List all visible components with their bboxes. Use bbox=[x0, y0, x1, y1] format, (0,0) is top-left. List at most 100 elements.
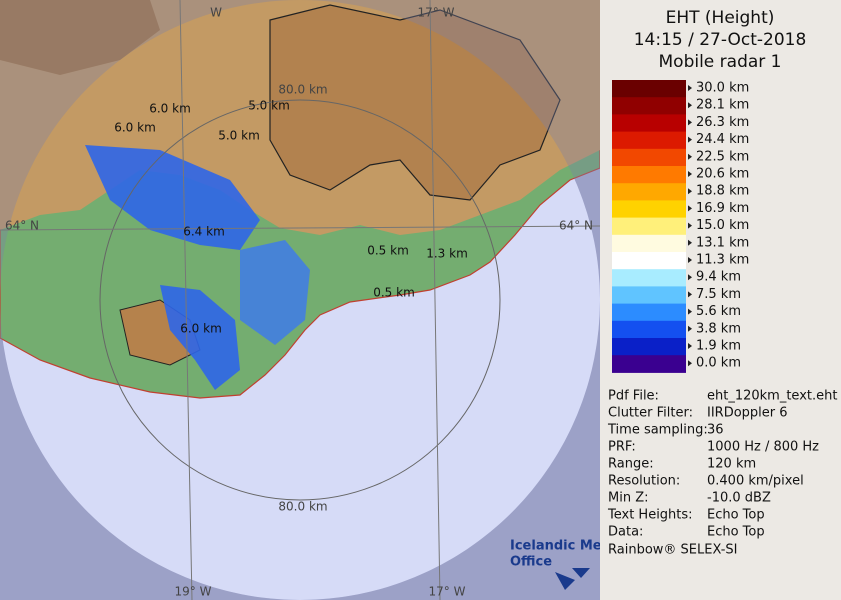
map-label: 80.0 km bbox=[278, 500, 327, 514]
panel-title: EHT (Height) bbox=[666, 8, 775, 28]
legend-tick bbox=[688, 274, 692, 281]
legend-swatch bbox=[612, 320, 686, 339]
legend-tick bbox=[688, 205, 692, 212]
legend-tick bbox=[688, 222, 692, 229]
legend-label: 1.9 km bbox=[696, 339, 741, 354]
legend-label: 26.3 km bbox=[696, 115, 749, 130]
panel-title: Mobile radar 1 bbox=[659, 52, 782, 72]
legend-swatch bbox=[612, 131, 686, 150]
legend-label: 22.5 km bbox=[696, 149, 749, 164]
map-label: 17° W bbox=[429, 585, 466, 599]
map-label: 5.0 km bbox=[248, 99, 290, 113]
legend-tick bbox=[688, 85, 692, 91]
legend-tick bbox=[688, 153, 692, 160]
legend-tick bbox=[688, 308, 692, 315]
legend-label: 3.8 km bbox=[696, 321, 741, 336]
legend-label: 30.0 km bbox=[696, 81, 749, 96]
legend-swatch bbox=[612, 286, 686, 305]
map-label: W bbox=[210, 6, 222, 20]
legend-swatch bbox=[612, 183, 686, 201]
legend-label: 28.1 km bbox=[696, 98, 749, 113]
legend-label: 5.6 km bbox=[696, 304, 741, 319]
legend-label: 11.3 km bbox=[696, 253, 749, 268]
legend-swatch bbox=[612, 338, 686, 356]
info-key: Time sampling: bbox=[607, 423, 708, 438]
info-value: 36 bbox=[707, 423, 724, 438]
legend-label: 24.4 km bbox=[696, 132, 749, 147]
info-value: eht_120km_text.eht bbox=[707, 389, 837, 404]
legend-tick bbox=[688, 291, 692, 298]
map-label: 6.0 km bbox=[149, 102, 191, 116]
info-value: 1000 Hz / 800 Hz bbox=[707, 440, 819, 455]
legend-tick bbox=[688, 188, 692, 195]
out-of-range bbox=[0, 0, 600, 600]
legend-tick bbox=[688, 119, 692, 126]
legend-swatch bbox=[612, 166, 686, 184]
info-value: -10.0 dBZ bbox=[707, 491, 771, 506]
legend-tick bbox=[688, 102, 692, 109]
legend-swatch bbox=[612, 303, 686, 322]
legend-swatch bbox=[612, 114, 686, 133]
info-key: Pdf File: bbox=[608, 389, 659, 404]
legend-swatch bbox=[612, 234, 686, 253]
legend-tick bbox=[688, 343, 692, 349]
legend-label: 16.9 km bbox=[696, 201, 749, 216]
info-key: PRF: bbox=[608, 440, 636, 455]
map-labels: W 17° W 80.0 km 6.0 km 5.0 km 6.0 km 5.0 km 64°… bbox=[5, 6, 593, 599]
map: W 17° W 80.0 km 6.0 km 5.0 km 6.0 km 5.0 km 64°… bbox=[0, 0, 608, 600]
info-value: 0.400 km/pixel bbox=[707, 474, 804, 489]
map-label: 19° W bbox=[175, 585, 212, 599]
info-value: 120 km bbox=[707, 457, 756, 472]
logo-text: Office bbox=[510, 555, 552, 570]
glacier bbox=[269, 4, 561, 201]
info-value: IIRDoppler 6 bbox=[707, 406, 788, 421]
legend-swatch bbox=[612, 80, 686, 98]
legend-swatch bbox=[612, 355, 686, 373]
range-ring bbox=[99, 99, 501, 501]
legend-label: 18.8 km bbox=[696, 184, 749, 199]
legend-tick bbox=[688, 171, 692, 177]
info-key: Data: bbox=[608, 525, 643, 540]
latitude-line bbox=[0, 225, 600, 231]
legend-tick bbox=[688, 257, 692, 263]
legend-swatch bbox=[612, 97, 686, 115]
legend-label: 20.6 km bbox=[696, 167, 749, 182]
legend-tick bbox=[688, 239, 692, 246]
info-key: Range: bbox=[608, 457, 654, 472]
info-key: Text Heights: bbox=[607, 508, 693, 523]
highland-west bbox=[0, 0, 160, 75]
logo-mark bbox=[555, 568, 590, 590]
legend-tick bbox=[688, 360, 692, 367]
legend-swatch bbox=[612, 217, 686, 236]
map-label: 6.4 km bbox=[183, 225, 225, 239]
legend-label: 15.0 km bbox=[696, 218, 749, 233]
logo-text: Icelandic Met bbox=[510, 539, 608, 554]
info-key: Resolution: bbox=[608, 474, 680, 489]
info-key: Clutter Filter: bbox=[608, 406, 693, 421]
map-label: 5.0 km bbox=[218, 129, 260, 143]
echo bbox=[85, 145, 260, 250]
longitude-line bbox=[429, 0, 441, 600]
legend-swatch bbox=[612, 269, 686, 287]
info-value: Echo Top bbox=[707, 525, 765, 540]
legend-label: 13.1 km bbox=[696, 235, 749, 250]
map-label: 0.5 km bbox=[373, 286, 415, 300]
map-label: 80.0 km bbox=[278, 83, 327, 97]
legend-tick bbox=[688, 325, 692, 332]
footer: Rainbow® SELEX-SI bbox=[608, 543, 738, 558]
legend-label: 0.0 km bbox=[696, 356, 741, 371]
legend-swatch bbox=[612, 148, 686, 167]
legend-swatch bbox=[612, 200, 686, 219]
legend-label: 9.4 km bbox=[696, 270, 741, 285]
legend-swatch bbox=[612, 252, 686, 270]
longitude-line bbox=[179, 0, 193, 600]
map-label: 1.3 km bbox=[426, 247, 468, 261]
map-label: 17° W bbox=[418, 6, 455, 20]
legend-label: 7.5 km bbox=[696, 287, 741, 302]
map-label: 0.5 km bbox=[367, 244, 409, 258]
echo bbox=[160, 285, 240, 390]
map-label: 6.0 km bbox=[114, 121, 156, 135]
echo bbox=[240, 240, 310, 345]
